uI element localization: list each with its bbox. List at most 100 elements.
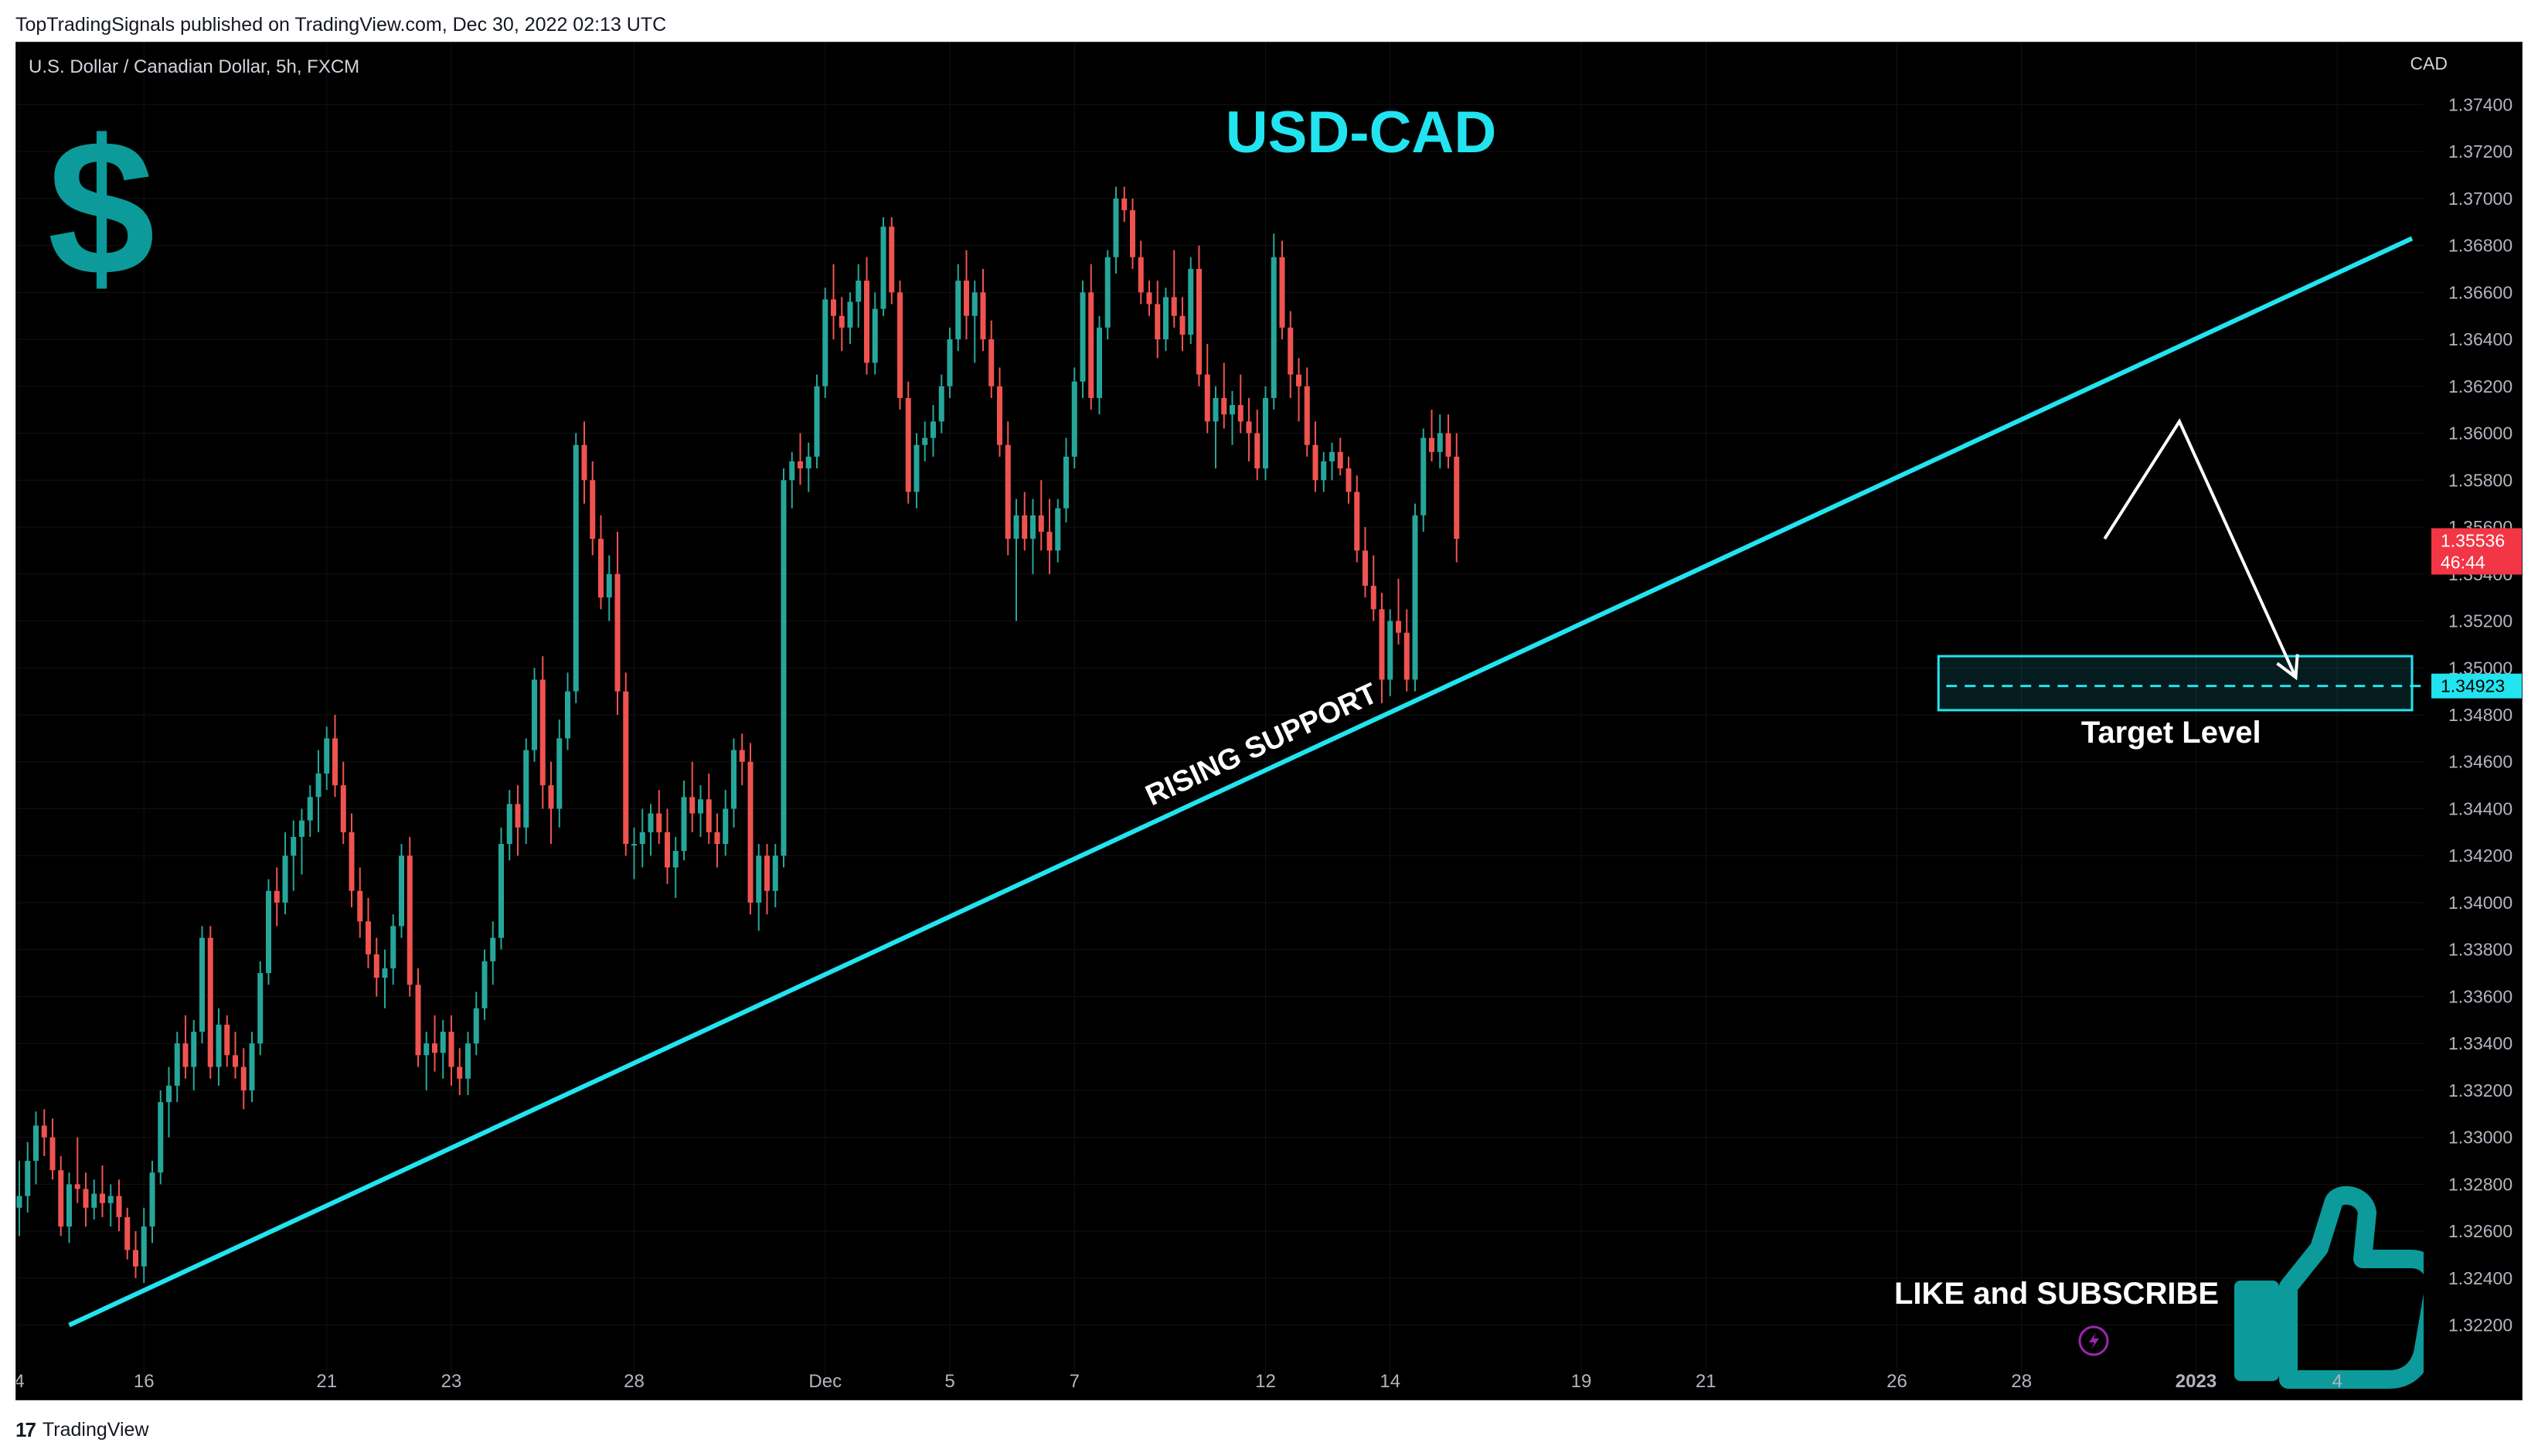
candle-body	[1204, 374, 1210, 422]
candle-body	[207, 937, 213, 1067]
target-level-label: Target Level	[2081, 716, 2261, 750]
target-zone-box[interactable]	[1937, 655, 2414, 712]
candle	[639, 808, 645, 868]
price-tick-label: 1.37000	[2448, 189, 2512, 209]
candle-body	[91, 1193, 97, 1208]
candle-body	[515, 804, 521, 828]
candle-body	[889, 226, 895, 293]
candle	[1063, 437, 1069, 522]
candle-body	[1022, 515, 1028, 539]
candle-body	[415, 985, 421, 1056]
candle-body	[1263, 398, 1268, 469]
candle	[224, 1015, 230, 1067]
candle-body	[1445, 433, 1451, 457]
candle	[1221, 362, 1227, 429]
candle	[158, 1090, 164, 1185]
price-tick-label: 1.34200	[2448, 845, 2512, 866]
thumbs-up-icon	[2234, 1186, 2444, 1389]
chart-panel[interactable]: $ USD-CAD RISING SUPPORT Target Level LI…	[15, 42, 2523, 1400]
candle-body	[199, 937, 205, 1032]
candle	[182, 1015, 189, 1079]
candle	[100, 1165, 105, 1217]
candle-body	[1437, 433, 1443, 452]
candle	[1155, 281, 1161, 359]
candle-body	[1163, 297, 1169, 340]
candle	[1271, 233, 1277, 410]
time-axis[interactable]: 4 16 21 23 28 Dec 5 7 12 14 19 21 26 28 2023 4	[16, 1371, 2342, 1392]
candle	[315, 750, 322, 832]
time-tick-label: 5	[944, 1371, 954, 1392]
price-tick-label: 1.36000	[2448, 424, 2512, 444]
candle-body	[1155, 304, 1161, 340]
time-tick-label: 4	[16, 1371, 25, 1392]
candle-body	[481, 961, 488, 1009]
candle-body	[805, 456, 811, 469]
rising-support-line[interactable]	[68, 236, 2414, 1328]
price-axis-bg	[2424, 43, 2522, 1400]
candle-body	[1412, 515, 1418, 680]
candle	[266, 879, 271, 985]
candle	[1445, 414, 1451, 469]
candle	[947, 327, 953, 398]
candle	[880, 217, 886, 316]
projection-arrowhead	[2276, 654, 2299, 681]
candle	[672, 836, 679, 898]
candle	[324, 726, 330, 791]
price-chart[interactable]: $ USD-CAD RISING SUPPORT Target Level LI…	[16, 43, 2523, 1400]
price-tick-label: 1.37200	[2448, 141, 2512, 162]
candle	[1237, 374, 1243, 434]
candle	[1196, 245, 1202, 386]
candle	[1412, 503, 1418, 692]
candle-body	[523, 750, 529, 828]
candle-body	[1237, 405, 1243, 422]
candle-body	[373, 954, 379, 978]
candle-body	[639, 832, 645, 845]
projection-path[interactable]	[2103, 418, 2298, 679]
price-tick-label: 1.34400	[2448, 798, 2512, 818]
candle	[1254, 410, 1260, 481]
candle-body	[1271, 257, 1277, 398]
candle-body	[1071, 381, 1077, 457]
target-price-badge	[2431, 673, 2522, 699]
candle	[565, 672, 570, 750]
candle	[689, 761, 696, 832]
candle-body	[1337, 451, 1343, 469]
candle	[382, 949, 388, 1009]
candle-body	[107, 1196, 114, 1203]
candle-body	[772, 856, 778, 891]
candle-body	[357, 890, 363, 922]
price-axis[interactable]: 1.37400 1.37200 1.37000 1.36800 1.36600 1.364…	[2424, 43, 2523, 1400]
candle-body	[1138, 257, 1144, 293]
candle	[249, 1032, 255, 1103]
time-tick-label: 21	[1696, 1371, 1716, 1392]
candle-body	[490, 937, 496, 961]
candle-body	[1420, 437, 1427, 515]
footer-brand[interactable]: 17 TradingView	[15, 1414, 149, 1445]
candle-body	[781, 480, 787, 856]
candle	[174, 1032, 180, 1103]
grid-layer	[16, 43, 2424, 1379]
candle	[1304, 367, 1310, 457]
candle	[1038, 480, 1044, 551]
time-tick-label: 19	[1571, 1371, 1592, 1392]
price-tick-label: 1.37400	[2448, 94, 2512, 114]
candle-body	[58, 1170, 64, 1227]
price-tick-label: 1.32400	[2448, 1268, 2512, 1288]
candle	[49, 1118, 56, 1180]
candle-body	[1296, 374, 1301, 386]
candle	[922, 421, 928, 461]
candle	[233, 1032, 238, 1079]
time-tick-label: 16	[134, 1371, 155, 1392]
candle	[1312, 421, 1318, 492]
candle	[581, 421, 587, 504]
candle-body	[1179, 315, 1186, 335]
candle	[723, 790, 729, 856]
candle	[739, 733, 745, 786]
price-tick-label: 1.32600	[2448, 1221, 2512, 1241]
candle-body	[922, 437, 928, 445]
candle	[814, 374, 820, 469]
candle-body	[1188, 268, 1194, 335]
candle-body	[16, 1196, 22, 1208]
candle	[340, 761, 346, 845]
candle-body	[614, 573, 621, 692]
